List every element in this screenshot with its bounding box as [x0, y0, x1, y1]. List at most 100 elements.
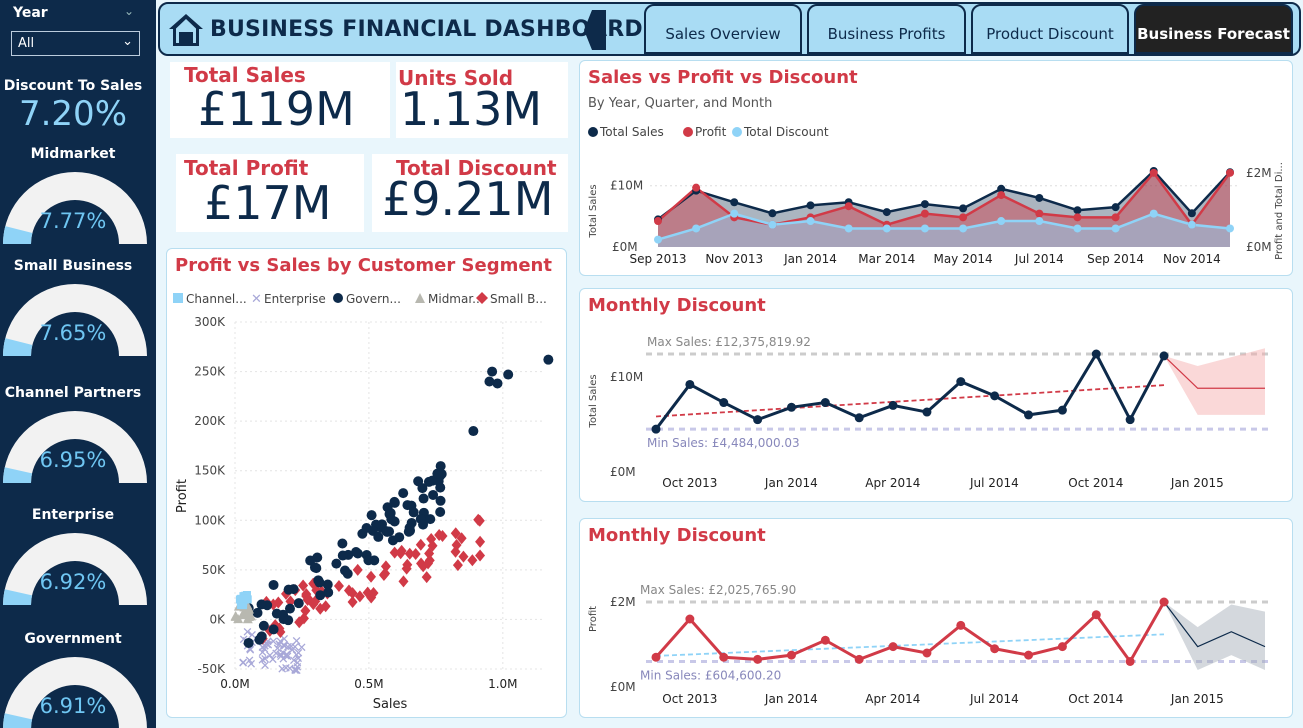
enterprise-point: ✕ [238, 656, 249, 671]
sales-profit-discount-card: Sales vs Profit vs Discount By Year, Qua… [579, 60, 1293, 276]
discount-point [1226, 224, 1234, 233]
gauge-title: Government [24, 631, 122, 647]
sales-point [806, 201, 815, 210]
enterprise-point: ✕ [282, 641, 293, 656]
midmarket-point [243, 612, 254, 622]
collapse-arrow-icon[interactable] [584, 10, 606, 50]
md1-chart[interactable]: £10M £0M Total Sales Max Sales: £12,375,819… [580, 289, 1292, 501]
enterprise-point: ✕ [271, 647, 282, 662]
min-label: Min Sales: £4,484,000.03 [647, 436, 800, 450]
government-point [258, 620, 269, 631]
forecast-band [1164, 348, 1265, 415]
discount-point [997, 217, 1006, 226]
series-point [820, 398, 830, 408]
enterprise-point: ✕ [246, 658, 257, 673]
series-point [1125, 657, 1135, 666]
tab-sales-overview[interactable]: Sales Overview [644, 4, 802, 54]
discount-point [1073, 224, 1082, 233]
government-point [268, 579, 279, 590]
sales-point [1035, 193, 1044, 202]
series-point [786, 402, 796, 412]
collapse-filter-icon[interactable]: ⌄ [124, 4, 135, 18]
government-point [384, 526, 395, 537]
small-business-point [302, 592, 313, 605]
enterprise-point: ✕ [274, 638, 285, 653]
discount-point [692, 224, 701, 233]
max-label: Max Sales: £12,375,819.92 [647, 335, 811, 349]
government-point [417, 483, 428, 494]
spd-chart[interactable]: Total Sales Profit Total Discount £10M £0M £2… [580, 61, 1292, 275]
y2-tick: £2M [1246, 166, 1272, 180]
year-filter-select[interactable]: All ⌄ [11, 31, 140, 56]
series-point [685, 379, 695, 389]
enterprise-point: ✕ [275, 648, 286, 663]
legend-label: Midmar... [428, 292, 484, 306]
legend-marker [173, 293, 183, 303]
enterprise-point: ✕ [286, 640, 297, 655]
series-point [1159, 351, 1169, 361]
discount-line [657, 212, 1231, 241]
enterprise-point: ✕ [259, 640, 270, 655]
small-business-point [347, 587, 358, 600]
gauge-track [3, 411, 147, 483]
tab-business-profits[interactable]: Business Profits [807, 4, 966, 54]
enterprise-point: ✕ [257, 641, 268, 656]
enterprise-point: ✕ [276, 650, 287, 665]
x-tick: Oct 2013 [662, 692, 717, 706]
gauge-title: Channel Partners [4, 385, 142, 401]
enterprise-point: ✕ [279, 632, 290, 647]
small-business-point [294, 616, 305, 629]
gauge-fill [3, 589, 33, 605]
enterprise-point: ✕ [278, 639, 289, 654]
x-tick: 1.0M [488, 677, 517, 691]
legend-marker [588, 127, 598, 137]
enterprise-point: ✕ [292, 661, 303, 676]
series-point [922, 648, 932, 658]
enterprise-point: ✕ [238, 656, 249, 671]
series-point [1024, 650, 1034, 660]
sales-point [920, 200, 929, 209]
series-point [786, 650, 796, 660]
tab-business-forecast[interactable]: Business Forecast [1134, 4, 1293, 54]
profit-point [844, 202, 853, 211]
y-axis-label: Total Sales [588, 184, 599, 238]
government-point [492, 378, 503, 389]
government-point [337, 550, 348, 561]
small-business-point [352, 563, 363, 576]
spd-title: Sales vs Profit vs Discount [588, 67, 858, 88]
enterprise-point: ✕ [267, 653, 278, 668]
x-tick: Oct 2014 [1068, 692, 1123, 706]
sales-line [657, 169, 1231, 221]
md2-chart[interactable]: £2M £0M Profit Max Sales: £2,025,765.90 Min … [580, 519, 1292, 717]
government-point [252, 607, 263, 618]
y-tick: 100K [194, 513, 226, 527]
monthly-discount-sales-card: Monthly Discount £10M £0M Total Sales Max S… [579, 288, 1293, 502]
government-point [331, 558, 342, 569]
x-tick: 0.0M [220, 677, 249, 691]
small-business-point [401, 562, 412, 575]
units-sold-label: Units Sold [398, 66, 514, 90]
discount-area [658, 213, 1230, 247]
enterprise-point: ✕ [245, 643, 256, 658]
gauge-track [3, 657, 147, 728]
y-axis-label: Profit [588, 606, 599, 632]
series-point [1057, 405, 1067, 415]
y-tick: 300K [194, 315, 226, 329]
government-point [435, 482, 446, 493]
tab-product-discount[interactable]: Product Discount [971, 4, 1129, 54]
small-business-point [415, 538, 426, 551]
small-business-point [398, 575, 409, 588]
enterprise-point: ✕ [293, 652, 304, 667]
y-tick: 250K [194, 365, 226, 379]
discount-point [920, 224, 929, 233]
legend-label: Channel... [186, 292, 247, 306]
small-business-point [404, 547, 415, 560]
discount-point [768, 220, 777, 229]
gauge-value: 7.65% [39, 321, 107, 345]
small-business-point [368, 587, 379, 600]
government-point [425, 514, 436, 525]
enterprise-point: ✕ [263, 639, 274, 654]
home-icon[interactable] [166, 10, 206, 50]
small-business-point [366, 591, 377, 604]
